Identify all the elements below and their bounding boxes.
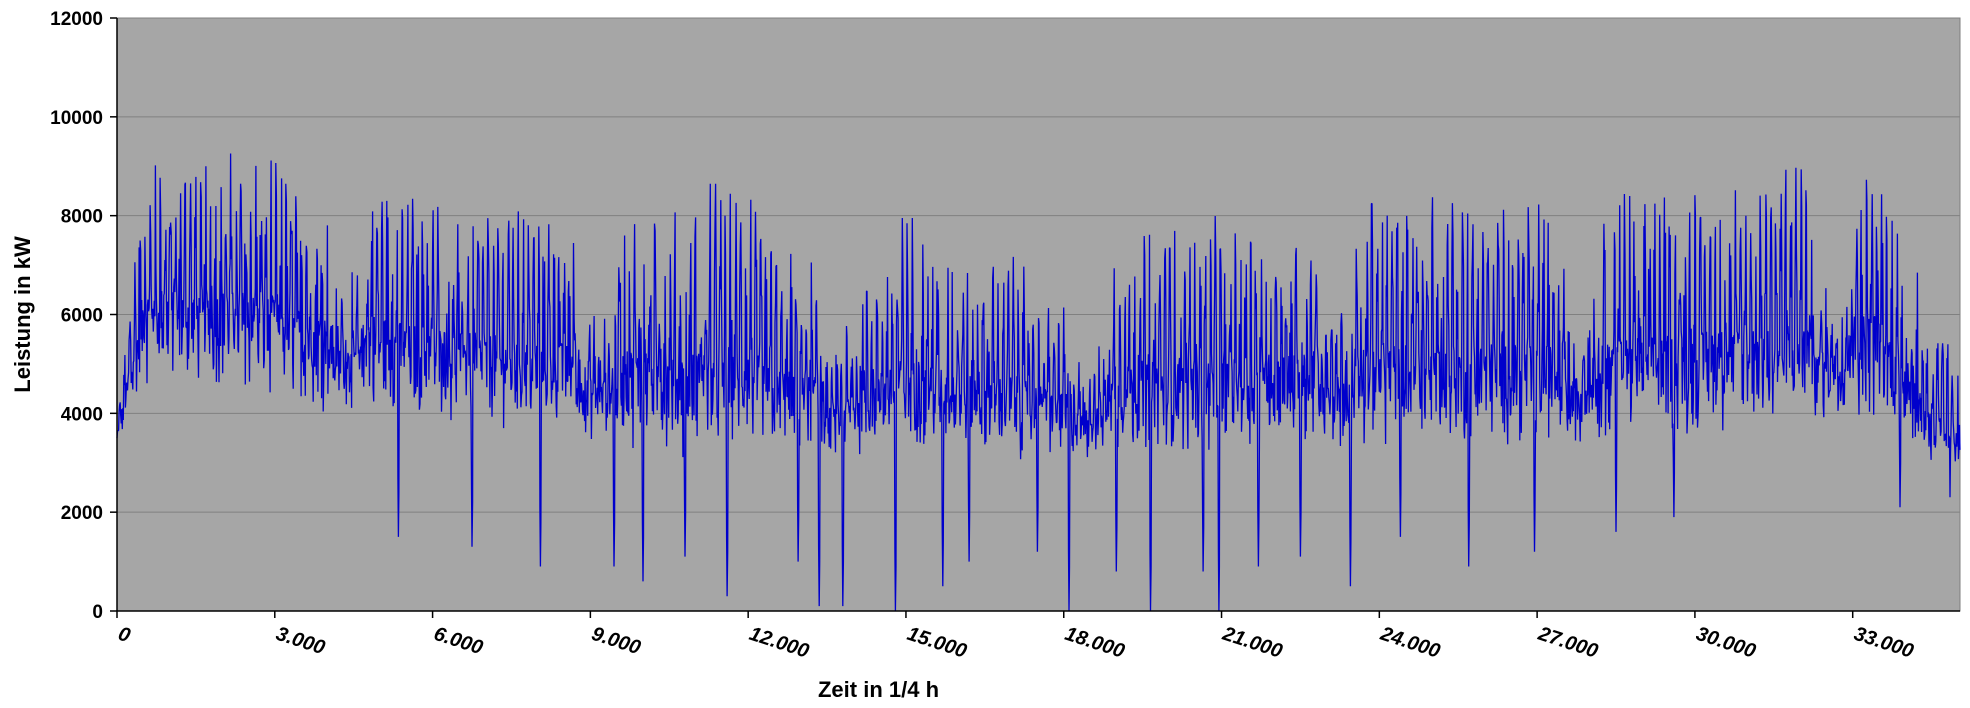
y-tick-label: 4000	[61, 404, 103, 425]
y-tick-label: 8000	[61, 207, 103, 228]
y-tick-label: 6000	[61, 306, 103, 327]
y-tick-label: 10000	[50, 108, 103, 129]
y-axis-ticks: 0 2000 4000 6000 8000 10000 12000	[50, 9, 117, 623]
y-tick-label: 12000	[50, 9, 103, 30]
series-line	[116, 153, 1961, 612]
x-axis-title: Zeit in 1/4 h	[818, 677, 939, 702]
y-tick-label: 0	[92, 602, 103, 623]
y-tick-label: 2000	[61, 503, 103, 524]
y-axis-title: Leistung in kW	[10, 236, 35, 393]
